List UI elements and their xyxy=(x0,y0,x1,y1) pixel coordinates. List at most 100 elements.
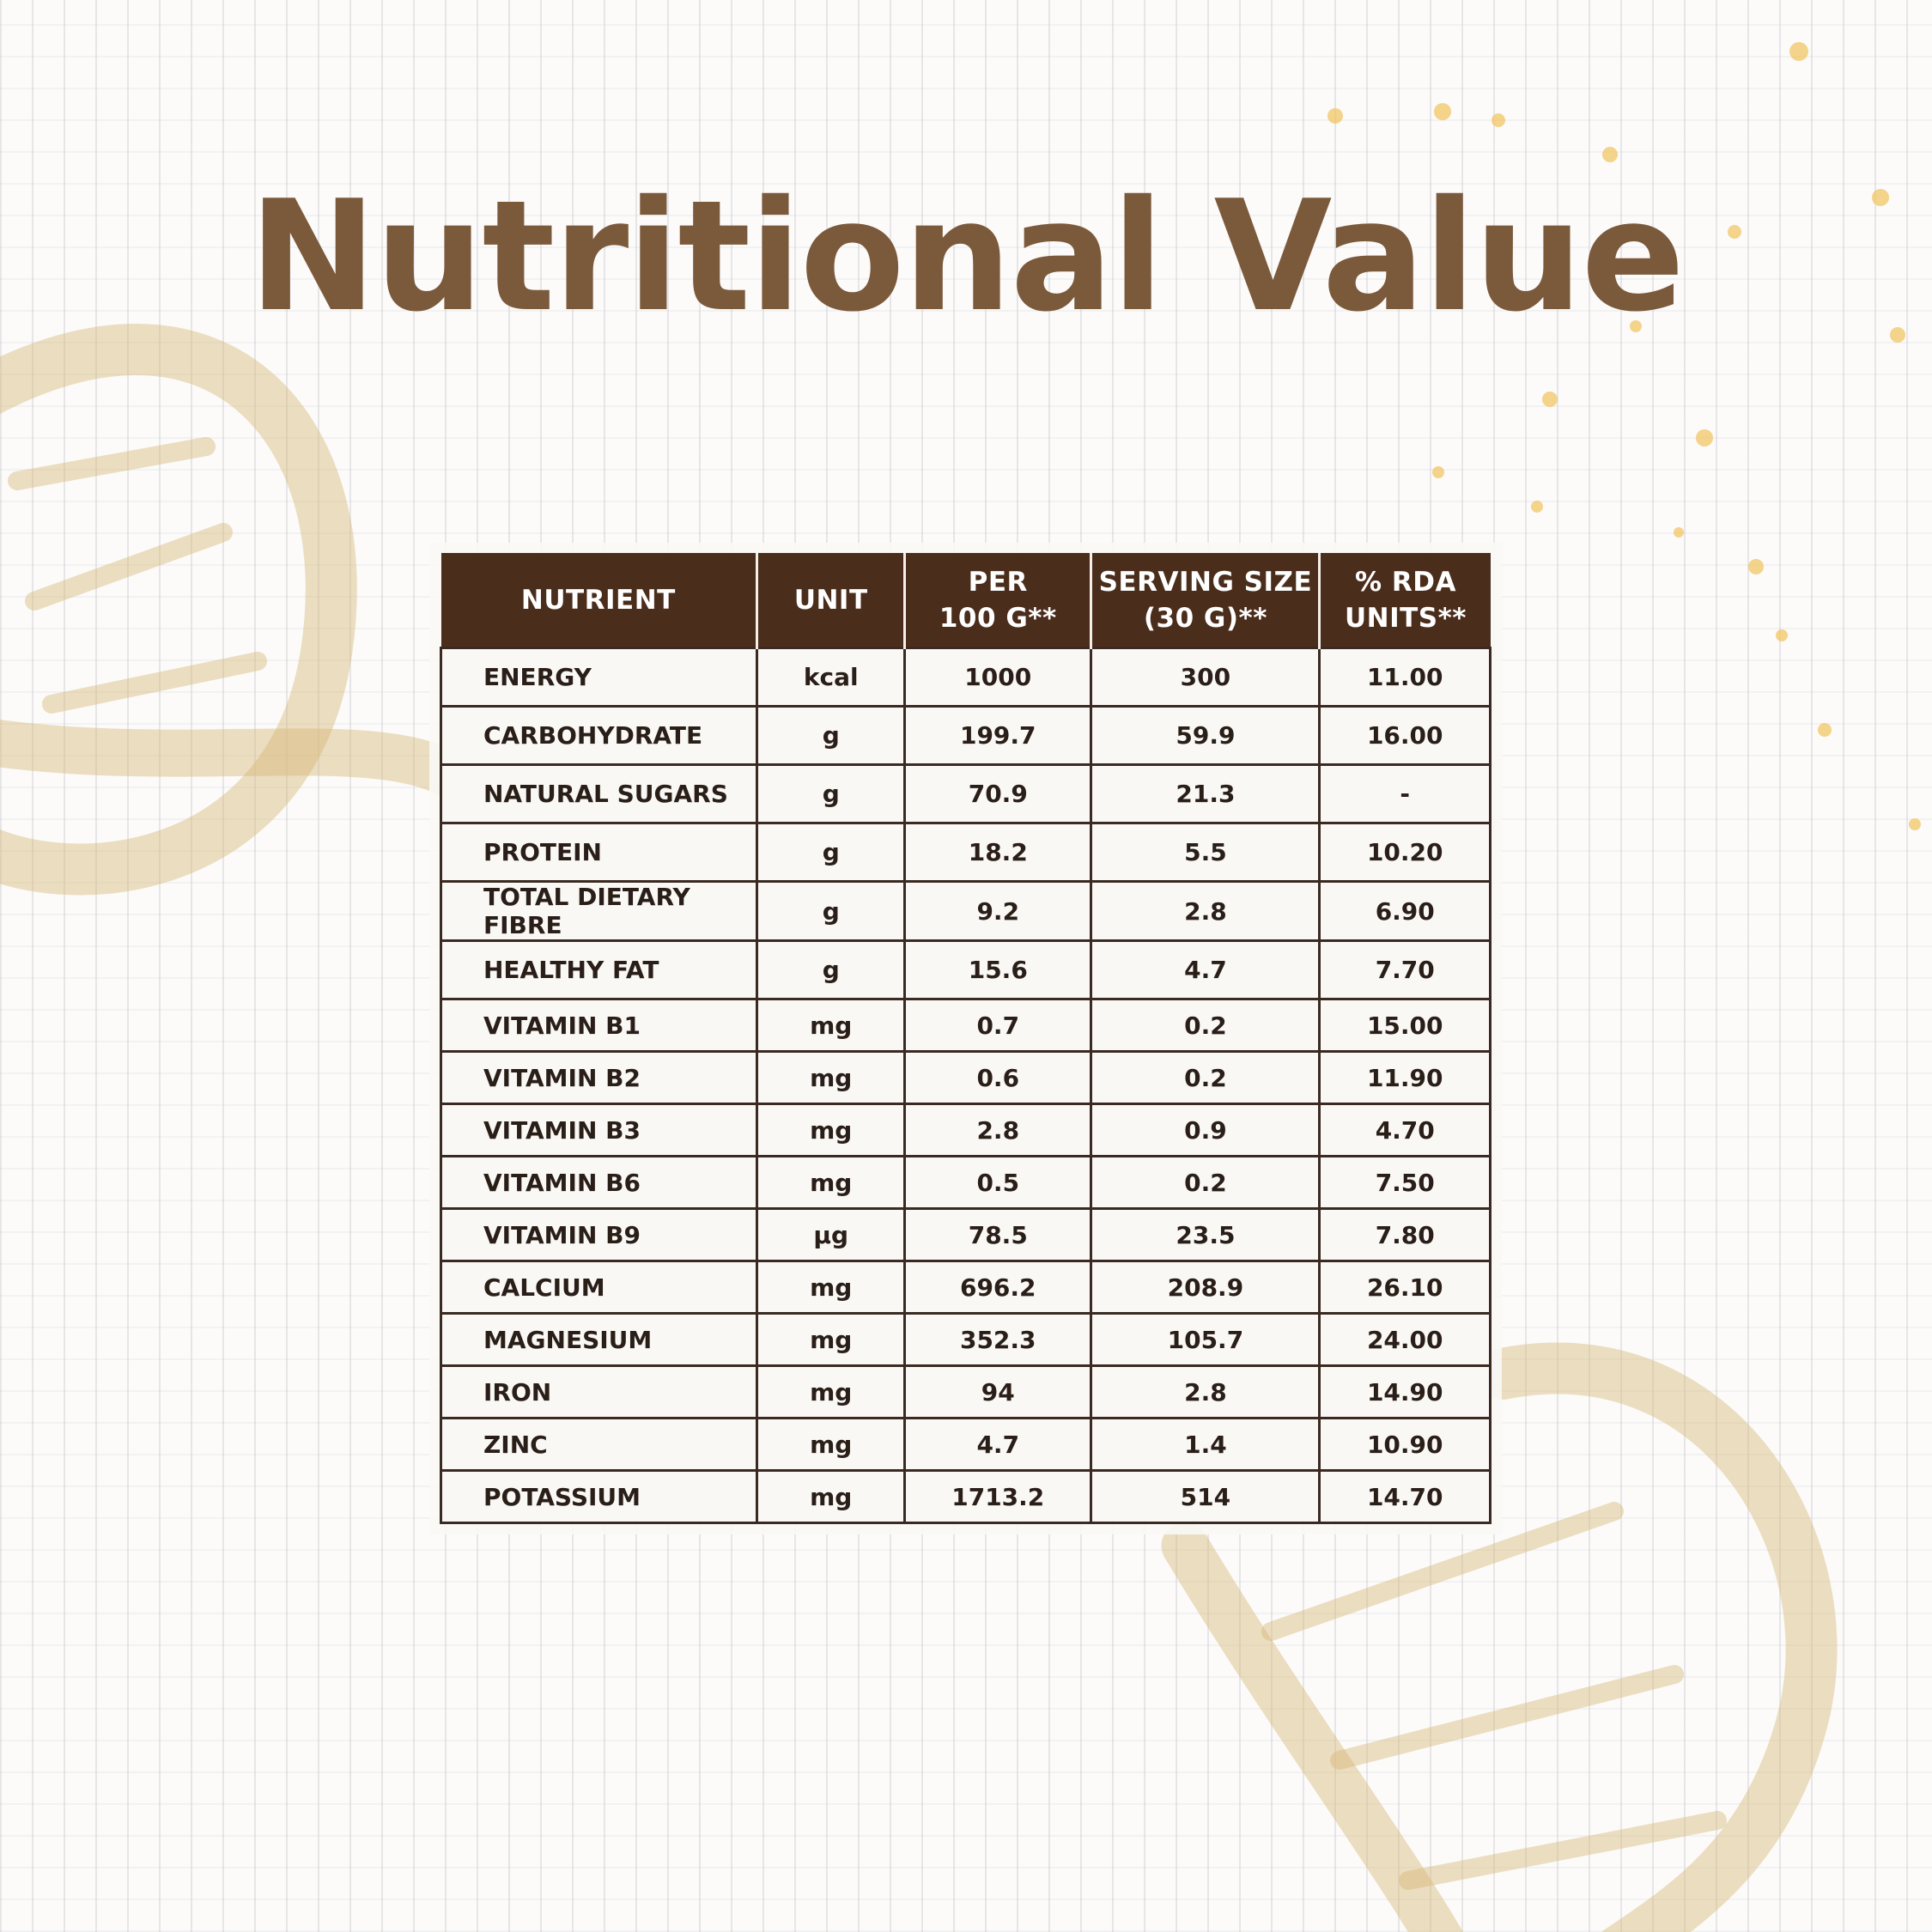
column-header-line: (30 G)** xyxy=(1143,602,1267,634)
table-cell: 105.7 xyxy=(1090,1312,1321,1367)
table-cell: 1.4 xyxy=(1090,1417,1321,1472)
column-header-line: 100 G** xyxy=(939,602,1057,634)
table-cell: 15.6 xyxy=(903,939,1093,1000)
table-cell: 352.3 xyxy=(903,1312,1093,1367)
table-cell: 0.5 xyxy=(903,1155,1093,1210)
table-cell: g xyxy=(756,939,907,1000)
table-row: VITAMIN B2 mg 0.6 0.2 11.90 xyxy=(439,1050,1492,1105)
table-row: VITAMIN B1 mg 0.7 0.2 15.00 xyxy=(439,998,1492,1053)
nutrient-name: HEALTHY FAT xyxy=(439,939,759,1000)
nutrient-name: IRON xyxy=(439,1364,759,1419)
table-cell: mg xyxy=(756,1103,907,1157)
nutrition-table: NUTRIENT UNIT PER 100 G** SERVING SIZE (30 G)… xyxy=(439,553,1492,1524)
table-cell: 11.00 xyxy=(1318,647,1492,708)
table-cell: mg xyxy=(756,1364,907,1419)
table-cell: 300 xyxy=(1090,647,1321,708)
column-header: PER 100 G** xyxy=(904,553,1093,648)
table-cell: 7.70 xyxy=(1318,939,1492,1000)
nutrient-name: VITAMIN B1 xyxy=(439,998,759,1053)
nutrient-name: MAGNESIUM xyxy=(439,1312,759,1367)
table-cell: 24.00 xyxy=(1318,1312,1492,1367)
nutrient-name: POTASSIUM xyxy=(439,1469,759,1524)
dna-helix xyxy=(0,324,1838,1932)
table-cell: - xyxy=(1318,763,1492,824)
table-cell: 0.7 xyxy=(903,998,1093,1053)
table-row: POTASSIUM mg 1713.2 514 14.70 xyxy=(439,1469,1492,1524)
column-header-line: % RDA xyxy=(1355,566,1456,598)
table-cell: 2.8 xyxy=(1090,880,1321,942)
column-header-line: NUTRIENT xyxy=(520,584,676,616)
nutrient-name: VITAMIN B3 xyxy=(439,1103,759,1157)
table-row: VITAMIN B3 mg 2.8 0.9 4.70 xyxy=(439,1103,1492,1157)
table-cell: 70.9 xyxy=(903,763,1093,824)
nutrient-name: ZINC xyxy=(439,1417,759,1472)
table-cell: mg xyxy=(756,1155,907,1210)
table-cell: mg xyxy=(756,1312,907,1367)
table-row: VITAMIN B9 µg 78.5 23.5 7.80 xyxy=(439,1207,1492,1262)
table-row: MAGNESIUM mg 352.3 105.7 24.00 xyxy=(439,1312,1492,1367)
table-cell: 7.80 xyxy=(1318,1207,1492,1262)
table-cell: 199.7 xyxy=(903,705,1093,766)
table-row: IRON mg 94 2.8 14.90 xyxy=(439,1364,1492,1419)
table-cell: 6.90 xyxy=(1318,880,1492,942)
column-header-line: UNIT xyxy=(793,584,868,616)
table-cell: 26.10 xyxy=(1318,1260,1492,1315)
column-header-line: PER xyxy=(968,566,1028,598)
nutrient-name: VITAMIN B9 xyxy=(439,1207,759,1262)
table-row: HEALTHY FAT g 15.6 4.7 7.70 xyxy=(439,939,1492,1000)
table-cell: µg xyxy=(756,1207,907,1262)
table-cell: mg xyxy=(756,1469,907,1524)
column-header: % RDA UNITS** xyxy=(1319,553,1491,648)
column-header: NUTRIENT xyxy=(440,553,759,648)
table-cell: mg xyxy=(756,998,907,1053)
table-cell: 0.2 xyxy=(1090,998,1321,1053)
table-cell: 10.90 xyxy=(1318,1417,1492,1472)
column-header-line: UNITS** xyxy=(1344,602,1467,634)
nutrient-name: CALCIUM xyxy=(439,1260,759,1315)
table-cell: g xyxy=(756,822,907,883)
table-cell: 208.9 xyxy=(1090,1260,1321,1315)
table-cell: 78.5 xyxy=(903,1207,1093,1262)
table-cell: 2.8 xyxy=(1090,1364,1321,1419)
sparkles xyxy=(1327,42,1921,830)
table-row: ZINC mg 4.7 1.4 10.90 xyxy=(439,1417,1492,1472)
title: Nutritional Value xyxy=(248,167,1685,345)
table-cell: 0.2 xyxy=(1090,1050,1321,1105)
table-cell: 14.90 xyxy=(1318,1364,1492,1419)
table-cell: 16.00 xyxy=(1318,705,1492,766)
table-cell: 4.70 xyxy=(1318,1103,1492,1157)
table-cell: 14.70 xyxy=(1318,1469,1492,1524)
table-cell: 1000 xyxy=(903,647,1093,708)
table-cell: 0.9 xyxy=(1090,1103,1321,1157)
table-cell: 0.6 xyxy=(903,1050,1093,1105)
table-cell: 18.2 xyxy=(903,822,1093,883)
table-cell: 9.2 xyxy=(903,880,1093,942)
table-cell: kcal xyxy=(756,647,907,708)
nutrient-name: NATURAL SUGARS xyxy=(439,763,759,824)
column-header-line: SERVING SIZE xyxy=(1098,566,1313,598)
table-cell: 0.2 xyxy=(1090,1155,1321,1210)
nutrient-name: VITAMIN B2 xyxy=(439,1050,759,1105)
table-cell: g xyxy=(756,880,907,942)
nutrient-name: VITAMIN B6 xyxy=(439,1155,759,1210)
table-cell: 23.5 xyxy=(1090,1207,1321,1262)
nutrient-name: TOTAL DIETARY FIBRE xyxy=(439,880,759,942)
table-row: VITAMIN B6 mg 0.5 0.2 7.50 xyxy=(439,1155,1492,1210)
table-cell: 15.00 xyxy=(1318,998,1492,1053)
table-cell: 696.2 xyxy=(903,1260,1093,1315)
table-cell: 514 xyxy=(1090,1469,1321,1524)
table-cell: 94 xyxy=(903,1364,1093,1419)
table-cell: 7.50 xyxy=(1318,1155,1492,1210)
table-row: PROTEIN g 18.2 5.5 10.20 xyxy=(439,822,1492,883)
table-cell: mg xyxy=(756,1260,907,1315)
header-row: NUTRIENT UNIT PER 100 G** SERVING SIZE (30 G)… xyxy=(440,553,1491,648)
table-cell: mg xyxy=(756,1417,907,1472)
table-cell: 10.20 xyxy=(1318,822,1492,883)
table-row: NATURAL SUGARS g 70.9 21.3- xyxy=(439,763,1492,824)
table-cell: 4.7 xyxy=(1090,939,1321,1000)
column-header: UNIT xyxy=(756,553,907,648)
table-row: CALCIUM mg 696.2 208.9 26.10 xyxy=(439,1260,1492,1315)
